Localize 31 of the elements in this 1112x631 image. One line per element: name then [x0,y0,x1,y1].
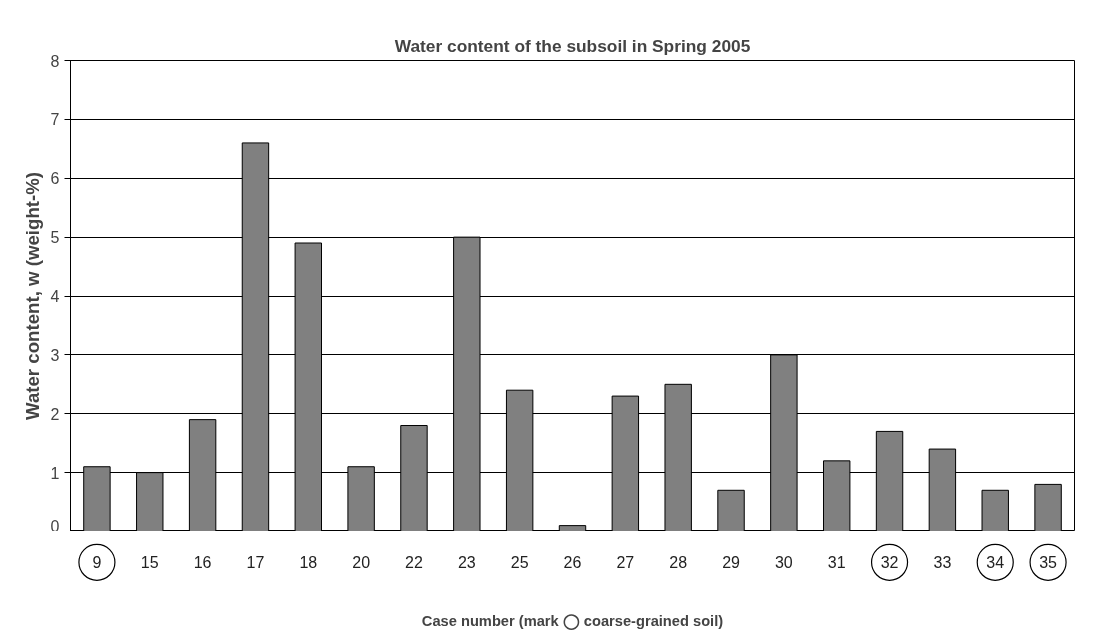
x-tick-label: 31 [827,554,846,572]
y-tick-label: 2 [50,405,60,423]
y-tick-label: 0 [50,517,60,535]
x-tick-label: 17 [246,554,265,572]
y-tick-label: 3 [50,346,60,364]
x-tick-label: 15 [140,554,159,572]
x-tick-label: 23 [457,554,476,572]
x-tick-label: 32 [880,554,899,572]
x-tick-label: 18 [299,554,318,572]
y-tick-label: 7 [50,111,60,129]
x-tick-label: 35 [1039,554,1058,572]
y-tick-label: 8 [50,52,60,70]
y-tick-label: 5 [50,229,60,247]
x-tick-label: 26 [563,554,582,572]
x-tick-label: 22 [405,554,423,572]
chart-title: Water content of the subsoil in Spring 2005 [394,35,751,56]
y-tick-label: 6 [50,170,60,188]
x-tick-label: 28 [669,554,688,572]
x-axis-title: Case number (mark ◯ coarse-grained soil) [421,612,724,631]
y-axis-title: Water content, w (weight-%) [21,171,43,421]
y-tick-label: 4 [50,288,60,305]
x-tick-label: 29 [722,554,741,572]
y-tick-label: 1 [50,464,60,482]
x-tick-label: 16 [193,554,212,572]
x-tick-label: 34 [986,554,1005,572]
x-tick-label: 27 [616,554,635,572]
x-tick-label: 30 [774,554,793,572]
x-tick-label: 33 [933,554,952,572]
x-tick-label: 20 [352,554,371,572]
x-tick-label: 9 [92,554,102,572]
x-tick-label: 25 [510,554,529,572]
